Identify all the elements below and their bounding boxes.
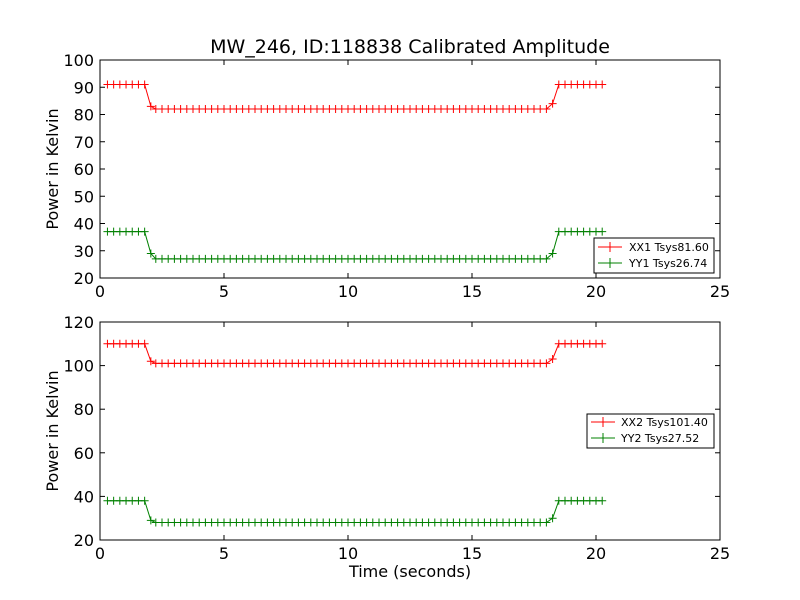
- top-plot-y-tick-label: 60: [74, 160, 94, 179]
- bottom-plot-data-point: [548, 355, 557, 364]
- top-plot-data-point: [548, 249, 557, 258]
- bottom-plot-data-point: [140, 339, 149, 348]
- bottom-plot-legend: XX2 Tsys101.40 YY2 Tsys27.52: [586, 413, 715, 449]
- top-plot-legend: XX1 Tsys81.60 YY1 Tsys26.74: [593, 237, 715, 274]
- top-plot-legend-box: [593, 237, 715, 274]
- top-plot-frame: [99, 59, 721, 279]
- bottom-plot-data-point: [598, 496, 607, 505]
- bottom-plot-y-tick-label: 20: [74, 531, 94, 550]
- top-plot-y-tick-label: 70: [74, 133, 94, 152]
- bottom-plot-series: [103, 339, 607, 527]
- top-plot-y-tick-label: 50: [74, 187, 94, 206]
- bottom-plot-y-tick-label: 80: [74, 400, 94, 419]
- top-plot-data-point: [548, 99, 557, 108]
- top-plot-data-point: [542, 105, 551, 114]
- top-plot-x-tick-label: 10: [338, 282, 358, 301]
- bottom-plot-data-point: [542, 518, 551, 527]
- top-plot-y-tick-label: 90: [74, 78, 94, 97]
- bottom-plot-data-point: [146, 516, 155, 525]
- top-plot-x-tick-label: 15: [462, 282, 482, 301]
- bottom-plot-x-tick-label: 15: [462, 544, 482, 563]
- chart-title: MW_246, ID:118838 Calibrated Amplitude: [210, 36, 610, 58]
- bottom-plot-x-tick-label: 20: [586, 544, 606, 563]
- top-plot-x-tick-label: 25: [710, 282, 730, 301]
- top-plot-y-tick-label: 40: [74, 215, 94, 234]
- bottom-plot-data-point: [146, 357, 155, 366]
- legend-swatch-yy1: [598, 258, 622, 268]
- top-plot-data-point: [140, 80, 149, 89]
- bottom-plot-data-point: [598, 339, 607, 348]
- bottom-plot-y-tick-label: 60: [74, 444, 94, 463]
- top-plot-series: [103, 80, 607, 263]
- bottom-plot-data-point: [542, 359, 551, 368]
- top-plot-y-tick-label: 20: [74, 269, 94, 288]
- x-axis-label: Time (seconds): [348, 562, 471, 581]
- top-plot-y-axis-label: Power in Kelvin: [43, 108, 62, 229]
- bottom-plot-data-point: [548, 514, 557, 523]
- legend-entry-xx2: XX2 Tsys101.40: [621, 416, 708, 429]
- top-plot-data-point: [146, 102, 155, 111]
- top-plot-y-tick-label: 80: [74, 106, 94, 125]
- top-plot-data-point: [140, 227, 149, 236]
- top-plot: 0 5 10 15 20 25 20 30 40 50 60 70 80 90 100 Power in K…: [43, 51, 730, 301]
- top-plot-y-tick-label: 30: [74, 242, 94, 261]
- bottom-plot-x-tick-label: 5: [219, 544, 229, 563]
- top-plot-y-tick-label: 100: [63, 51, 94, 70]
- bottom-plot-y-tick-label: 40: [74, 487, 94, 506]
- top-plot-x-tick-label: 0: [95, 282, 105, 301]
- bottom-plot-ticks: 0 5 10 15 20 25 20 40 60 80 100 120: [63, 313, 730, 563]
- legend-swatch-yy2: [591, 433, 615, 443]
- bottom-plot-y-tick-label: 120: [63, 313, 94, 332]
- bottom-plot-x-tick-label: 0: [95, 544, 105, 563]
- top-plot-x-tick-label: 5: [219, 282, 229, 301]
- legend-swatch-xx1: [598, 242, 622, 252]
- bottom-plot-legend-box: [586, 413, 715, 449]
- bottom-plot-frame: [99, 321, 721, 541]
- bottom-plot-y-tick-label: 100: [63, 357, 94, 376]
- top-plot-data-point: [598, 227, 607, 236]
- top-plot-ticks: 0 5 10 15 20 25 20 30 40 50 60 70 80 90 100: [63, 51, 730, 301]
- legend-swatch-xx2: [591, 417, 615, 427]
- legend-entry-xx1: XX1 Tsys81.60: [629, 241, 709, 254]
- bottom-plot-x-tick-label: 10: [338, 544, 358, 563]
- top-plot-data-point: [598, 80, 607, 89]
- bottom-plot-x-tick-label: 25: [710, 544, 730, 563]
- bottom-plot: 0 5 10 15 20 25 20 40 60 80 100 120 Power in Kelvin…: [43, 313, 730, 581]
- bottom-plot-y-axis-label: Power in Kelvin: [43, 370, 62, 491]
- top-plot-data-point: [146, 249, 155, 258]
- bottom-plot-data-point: [140, 496, 149, 505]
- top-plot-data-point: [542, 254, 551, 263]
- top-plot-x-tick-label: 20: [586, 282, 606, 301]
- legend-entry-yy1: YY1 Tsys26.74: [628, 257, 707, 270]
- legend-entry-yy2: YY2 Tsys27.52: [620, 432, 699, 445]
